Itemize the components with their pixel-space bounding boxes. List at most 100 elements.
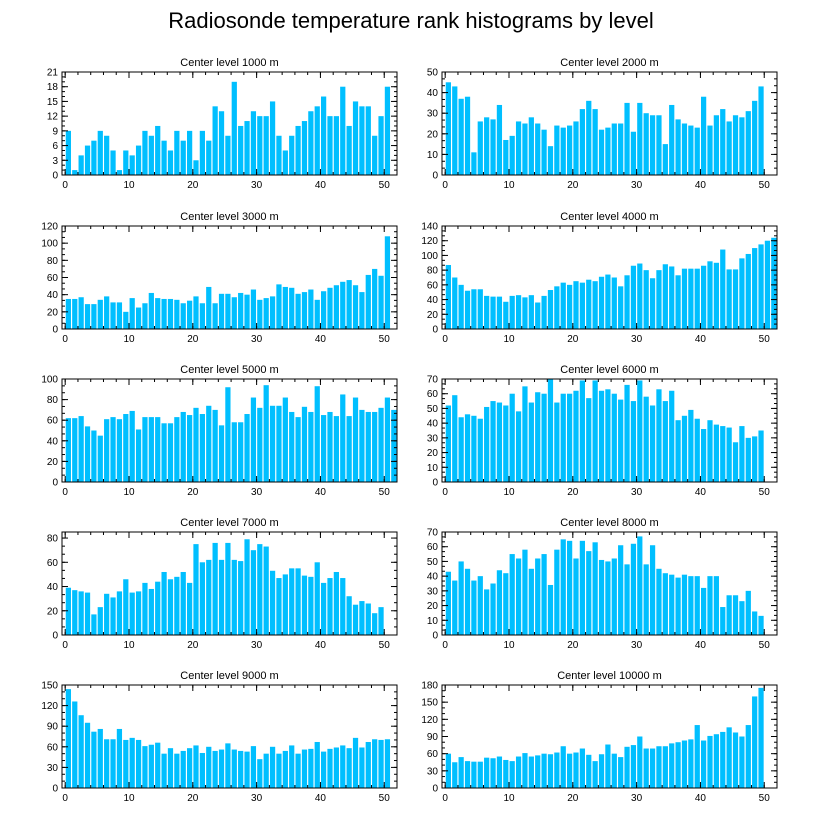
bar (471, 415, 477, 482)
bar (458, 757, 464, 788)
bar (496, 570, 503, 635)
bar (445, 82, 451, 175)
bar (707, 261, 713, 329)
x-tick-label: 50 (759, 793, 771, 804)
bar (598, 276, 605, 329)
bar (464, 414, 471, 482)
bar (372, 613, 378, 635)
axis-frame (441, 71, 778, 176)
bar (359, 106, 365, 175)
x-tick-label: 50 (379, 180, 391, 191)
bar (637, 736, 643, 788)
y-tick-label: 20 (427, 129, 439, 140)
panel-title: Center level 10000 m (557, 670, 662, 682)
y-tick-label: 40 (47, 436, 59, 447)
bar (257, 544, 263, 635)
bar (758, 86, 764, 175)
bar (321, 415, 327, 482)
bar (238, 422, 244, 482)
x-tick-label: 30 (631, 640, 643, 651)
bar (675, 275, 681, 329)
bar (65, 298, 71, 329)
bar (745, 725, 751, 788)
bar (701, 429, 707, 482)
bar (174, 576, 180, 635)
y-tick-label: 60 (427, 389, 439, 400)
bar (464, 290, 471, 329)
bar (618, 757, 624, 788)
bar (643, 113, 649, 175)
bar (180, 750, 186, 788)
bar (269, 746, 276, 788)
x-tick-label: 20 (187, 334, 199, 345)
panel-10: Center level 10000 m 0 30 60 90 120 150 180 0 10 2… (421, 670, 778, 804)
figure-title: Radiosonde temperature rank histograms b… (168, 8, 654, 33)
bar (269, 405, 276, 482)
bar (445, 571, 451, 635)
panel-9: Center level 9000 m 0 30 60 90 120 150 0 10 20 30 4… (41, 670, 398, 804)
bar (231, 297, 237, 329)
bar (231, 559, 237, 635)
bar (675, 742, 681, 788)
bar (452, 762, 458, 788)
bar (327, 578, 333, 635)
bar (567, 540, 573, 635)
x-tick-label: 40 (695, 640, 707, 651)
y-tick-label: 120 (41, 701, 58, 712)
y-tick-label: 10 (427, 463, 439, 474)
x-tick-label: 0 (442, 640, 448, 651)
bar (244, 751, 250, 788)
y-tick-label: 70 (427, 375, 439, 386)
bar (618, 545, 624, 635)
bar (694, 418, 700, 482)
bar (65, 130, 71, 175)
y-tick-label: 18 (47, 82, 59, 93)
bar (726, 595, 732, 635)
bar (490, 296, 496, 329)
bar (739, 736, 745, 788)
bar (301, 749, 308, 788)
bar (713, 576, 719, 635)
bar (199, 303, 205, 329)
bar (509, 761, 515, 788)
x-tick-label: 30 (631, 487, 643, 498)
bar (225, 135, 231, 175)
bar (142, 582, 148, 635)
bar (764, 240, 771, 329)
x-tick-label: 30 (251, 640, 263, 651)
bar (477, 576, 483, 635)
bar (72, 418, 78, 482)
panel-title: Center level 5000 m (180, 364, 278, 376)
bar (365, 106, 371, 175)
bar (445, 405, 451, 482)
bar (276, 405, 282, 482)
axis-frame (441, 225, 778, 330)
bar (104, 419, 110, 482)
bar (167, 748, 174, 788)
x-tick-label: 20 (567, 487, 579, 498)
bar (84, 145, 91, 175)
bar (301, 292, 308, 329)
axis-frame (61, 71, 398, 176)
bar (289, 135, 295, 175)
bar (624, 564, 630, 635)
y-tick-label: 60 (47, 416, 59, 427)
bar (484, 589, 490, 635)
bar (630, 745, 637, 788)
bar (72, 590, 78, 635)
bar (560, 393, 566, 482)
bar (739, 258, 745, 329)
panel-title: Center level 2000 m (560, 57, 658, 69)
bar (579, 380, 585, 482)
bar (174, 417, 180, 482)
bar (346, 280, 352, 329)
bar (295, 568, 301, 635)
y-tick-label: 90 (427, 732, 439, 743)
bar (669, 574, 675, 635)
axis-frame (61, 378, 398, 483)
bar (97, 299, 103, 329)
y-tick-label: 30 (427, 109, 439, 120)
bar (352, 737, 359, 788)
bar (72, 298, 78, 329)
bar (123, 414, 129, 482)
